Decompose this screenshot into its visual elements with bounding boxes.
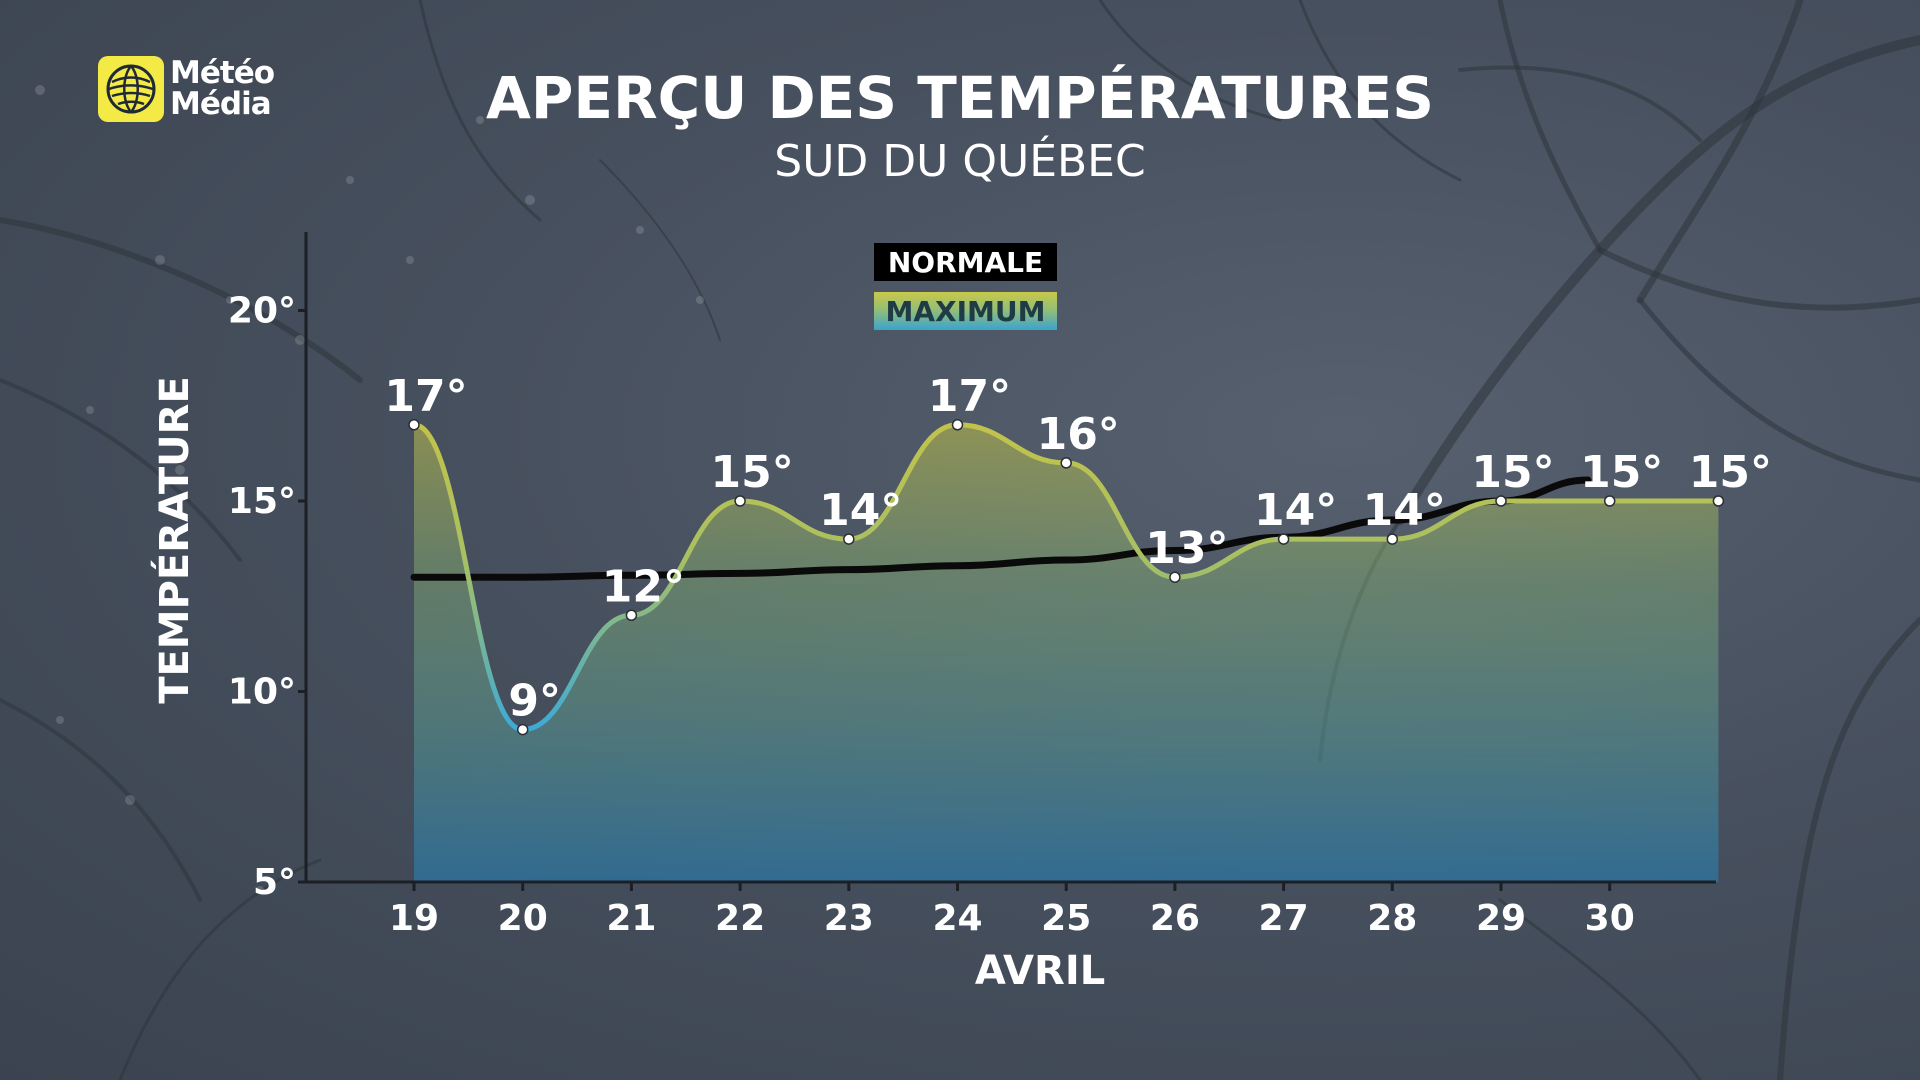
y-tick-label: 10° (228, 672, 296, 713)
normale-line (410, 476, 1592, 581)
chart-axes: 5° 10° 15° 20° 19 20 21 22 23 24 25 26 27 28 29 30 (228, 232, 1716, 939)
data-labels: 17° 9° 12° 15° 14° 17° 16° 13° 14° 14° 15° 15° 15° (384, 371, 1772, 727)
x-tick-label: 22 (715, 898, 765, 939)
y-tick-label: 5° (253, 862, 296, 903)
globe-icon (98, 56, 164, 122)
logo-wordmark: Météo Média (170, 55, 275, 122)
logo-line-1: Météo (170, 55, 275, 91)
maximum-data-label: 17° (384, 371, 467, 422)
x-tick-label: 29 (1476, 898, 1526, 939)
maximum-data-label: 15° (1689, 447, 1772, 498)
x-tick-label: 28 (1367, 898, 1417, 939)
maximum-point (408, 419, 420, 431)
x-tick-label: 21 (606, 898, 656, 939)
maximum-point (1603, 495, 1616, 507)
x-tick-label: 25 (1041, 898, 1091, 939)
legend-normale: NORMALE (874, 243, 1057, 281)
legend-maximum: MAXIMUM (874, 292, 1057, 330)
x-tick-label: 20 (498, 898, 548, 939)
maximum-point (1495, 495, 1507, 507)
maximum-point (734, 495, 746, 507)
data-points (408, 419, 1725, 736)
maximum-data-label: 14° (819, 485, 902, 536)
chart-subtitle: SUD DU QUÉBEC (774, 136, 1146, 187)
logo-line-2: Média (170, 86, 272, 122)
maximum-point (625, 609, 638, 622)
x-axis-title: AVRIL (974, 948, 1106, 994)
x-tick-label: 26 (1150, 898, 1200, 939)
maximum-data-label: 15° (710, 447, 793, 498)
maximum-point (951, 419, 964, 431)
chart-title: APERÇU DES TEMPÉRATURES (485, 64, 1435, 132)
y-tick-label: 20° (228, 291, 296, 332)
maximum-point (1060, 457, 1072, 469)
x-tick-label: 19 (389, 898, 439, 939)
maximum-data-label: 14° (1254, 485, 1337, 536)
x-tick-label: 27 (1259, 898, 1309, 939)
maximum-point (516, 723, 529, 736)
maximum-data-label: 17° (928, 371, 1011, 422)
x-tick-label: 24 (932, 898, 982, 939)
maximum-point (1386, 533, 1399, 545)
maximum-point (1169, 571, 1181, 583)
maximum-data-label: 13° (1145, 523, 1228, 574)
maximum-data-label: 15° (1471, 447, 1554, 498)
meteomedia-logo: Météo Média (98, 55, 275, 122)
maximum-point (1277, 533, 1290, 545)
maximum-point (1712, 495, 1725, 507)
maximum-data-label: 9° (508, 676, 561, 727)
series-lines (410, 422, 1721, 733)
maximum-point (843, 533, 855, 545)
maximum-data-label: 14° (1363, 485, 1446, 536)
y-tick-label: 15° (228, 481, 296, 522)
x-tick-label: 23 (824, 898, 874, 939)
maximum-data-label: 12° (602, 561, 685, 612)
maximum-data-label: 15° (1580, 447, 1663, 498)
maximum-data-label: 16° (1037, 409, 1120, 460)
maximum-line (411, 422, 1721, 733)
y-axis-title: TEMPÉRATURE (152, 376, 198, 704)
x-tick-label: 30 (1585, 898, 1635, 939)
